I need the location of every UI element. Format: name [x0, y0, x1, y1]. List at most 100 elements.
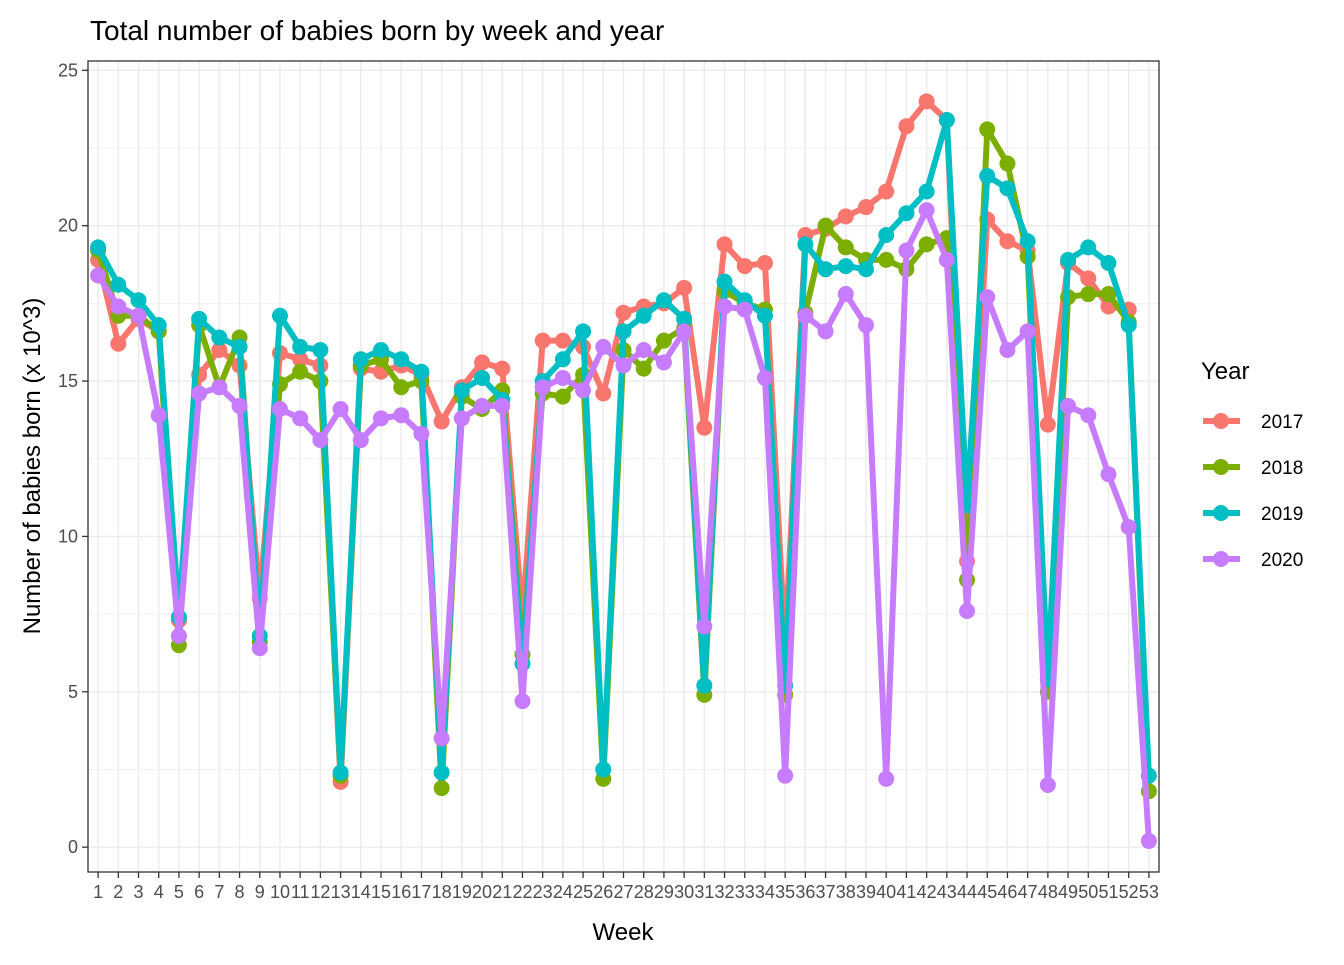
- y-tick-label: 20: [58, 216, 78, 236]
- x-tick-label: 38: [836, 882, 856, 902]
- x-tick-label: 6: [194, 882, 204, 902]
- data-point-2019: [433, 764, 450, 781]
- data-point-2017: [676, 279, 693, 296]
- x-tick-label: 42: [917, 882, 937, 902]
- data-point-2020: [534, 379, 551, 396]
- data-point-2017: [110, 335, 127, 352]
- data-point-2019: [292, 338, 309, 355]
- x-tick-label: 39: [856, 882, 876, 902]
- data-point-2017: [696, 419, 713, 436]
- x-tick-label: 23: [533, 882, 553, 902]
- x-tick-label: 27: [613, 882, 633, 902]
- data-point-2020: [635, 341, 652, 358]
- data-point-2019: [413, 363, 430, 380]
- data-point-2020: [736, 301, 753, 318]
- data-point-2017: [292, 351, 309, 368]
- data-point-2019: [878, 227, 895, 244]
- legend-key-point: [1213, 505, 1229, 521]
- data-point-2019: [150, 317, 167, 334]
- x-tick-label: 46: [997, 882, 1017, 902]
- x-tick-label: 45: [977, 882, 997, 902]
- data-point-2020: [999, 341, 1016, 358]
- y-tick-label: 15: [58, 371, 78, 391]
- x-tick-label: 4: [154, 882, 164, 902]
- data-point-2019: [393, 351, 410, 368]
- data-point-2019: [918, 183, 935, 200]
- data-point-2017: [837, 208, 854, 225]
- data-point-2018: [918, 236, 935, 253]
- data-point-2019: [453, 382, 470, 399]
- x-tick-label: 30: [674, 882, 694, 902]
- legend-key-point: [1213, 459, 1229, 475]
- data-point-2017: [878, 183, 895, 200]
- data-point-2019: [857, 261, 874, 278]
- grid-layer: [88, 61, 1159, 872]
- x-tick-label: 53: [1139, 882, 1159, 902]
- data-point-2020: [494, 397, 511, 414]
- data-point-2020: [413, 425, 430, 442]
- data-point-2020: [898, 242, 915, 259]
- data-point-2017: [918, 93, 935, 110]
- data-point-2020: [393, 407, 410, 424]
- data-point-2020: [433, 730, 450, 747]
- x-tick-label: 25: [573, 882, 593, 902]
- y-tick-label: 0: [68, 837, 78, 857]
- data-point-2020: [554, 369, 571, 386]
- data-point-2019: [373, 341, 390, 358]
- data-point-2019: [898, 205, 915, 222]
- data-point-2018: [1100, 286, 1117, 303]
- data-point-2020: [292, 410, 309, 427]
- data-point-2020: [595, 338, 612, 355]
- data-point-2018: [1080, 286, 1097, 303]
- chart-title: Total number of babies born by week and …: [90, 15, 664, 46]
- x-tick-label: 40: [876, 882, 896, 902]
- data-point-2017: [534, 332, 551, 349]
- x-tick-label: 8: [235, 882, 245, 902]
- legend-title: Year: [1201, 358, 1250, 385]
- x-tick-label: 26: [593, 882, 613, 902]
- data-point-2018: [655, 332, 672, 349]
- data-point-2020: [150, 407, 167, 424]
- data-point-2020: [817, 323, 834, 340]
- data-point-2019: [716, 273, 733, 290]
- data-point-2019: [1060, 251, 1077, 268]
- x-tick-label: 50: [1078, 882, 1098, 902]
- data-point-2019: [635, 307, 652, 324]
- data-point-2017: [857, 199, 874, 216]
- x-tick-label: 16: [391, 882, 411, 902]
- data-point-2017: [756, 254, 773, 271]
- data-point-2020: [696, 618, 713, 635]
- data-point-2020: [655, 354, 672, 371]
- y-tick-label: 10: [58, 526, 78, 546]
- data-point-2020: [231, 397, 248, 414]
- legend-items: 2017 2018 2019 2020: [1203, 412, 1303, 571]
- data-point-2020: [130, 307, 147, 324]
- data-point-2020: [474, 397, 491, 414]
- data-point-2017: [211, 341, 228, 358]
- data-point-2019: [271, 307, 288, 324]
- data-point-2020: [1120, 519, 1137, 536]
- data-point-2019: [352, 351, 369, 368]
- x-tick-label: 18: [432, 882, 452, 902]
- y-axis: 0 5 10 15 20 25: [58, 60, 88, 857]
- x-tick-label: 31: [694, 882, 714, 902]
- data-point-2020: [90, 267, 107, 284]
- x-tick-label: 32: [715, 882, 735, 902]
- x-tick-label: 21: [492, 882, 512, 902]
- data-point-2020: [615, 357, 632, 374]
- x-tick-label: 48: [1038, 882, 1058, 902]
- data-point-2020: [1100, 466, 1117, 483]
- data-point-2017: [595, 385, 612, 402]
- x-axis: 1 2 3 4 5 6 7 8 9 10 11 12 13 14 15 16 17 18 19 20 21 22 23 24 2…: [93, 872, 1159, 902]
- data-point-2020: [1140, 832, 1157, 849]
- data-point-2019: [676, 310, 693, 327]
- x-tick-label: 2: [113, 882, 123, 902]
- data-point-2020: [332, 401, 349, 418]
- y-axis-label: Number of babies born (x 10^3): [19, 298, 46, 635]
- x-tick-label: 20: [472, 882, 492, 902]
- data-point-2020: [1019, 323, 1036, 340]
- x-axis-label: Week: [593, 919, 655, 946]
- x-tick-label: 13: [331, 882, 351, 902]
- data-point-2017: [615, 304, 632, 321]
